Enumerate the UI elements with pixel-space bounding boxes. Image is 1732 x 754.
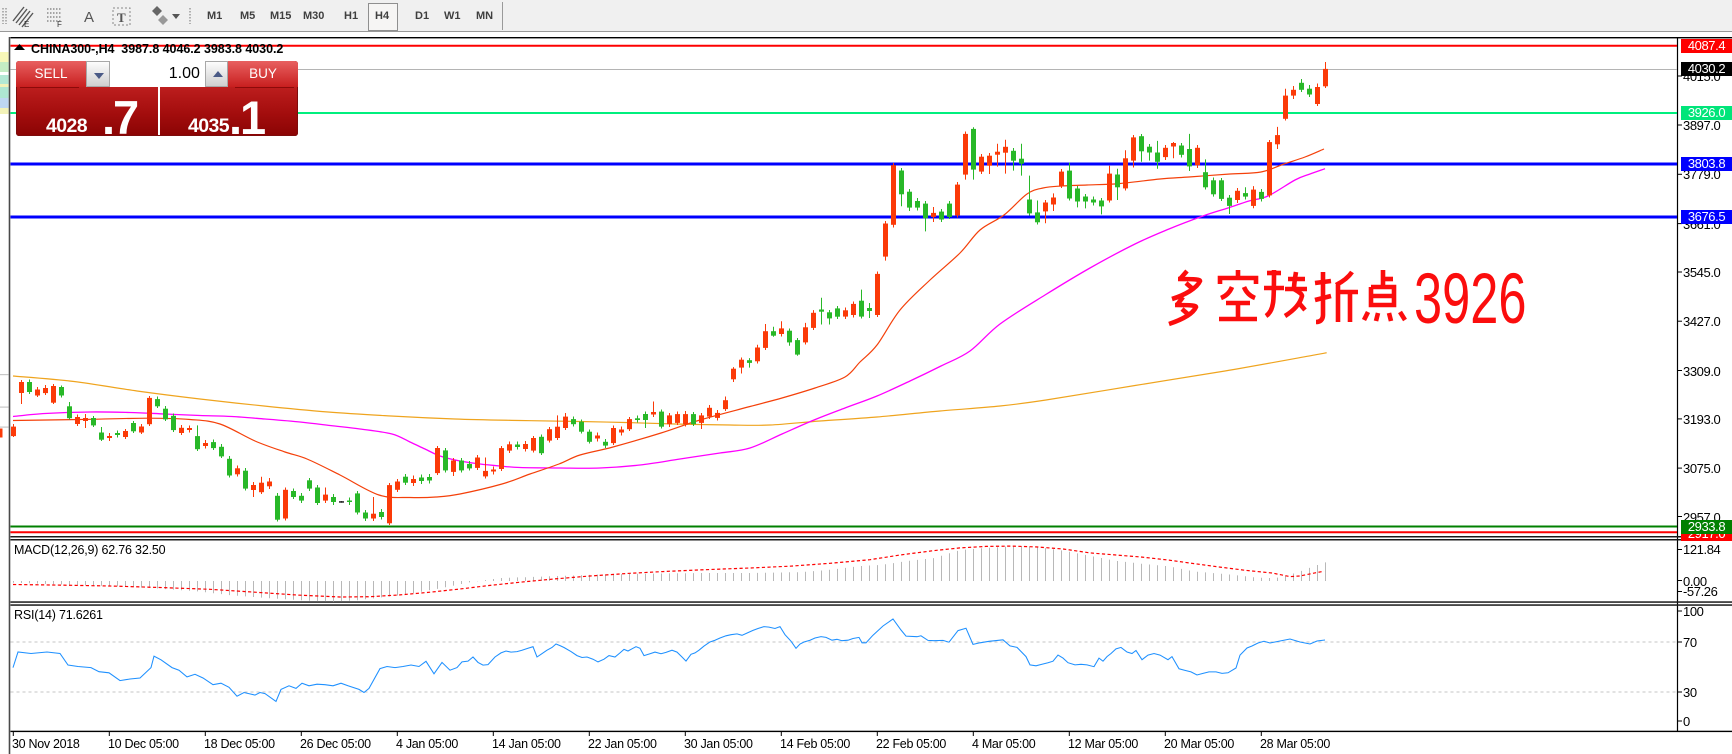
svg-text:E: E bbox=[24, 20, 29, 29]
svg-text:F: F bbox=[57, 20, 62, 29]
svg-text:T: T bbox=[117, 10, 126, 25]
svg-text:A: A bbox=[84, 9, 94, 26]
